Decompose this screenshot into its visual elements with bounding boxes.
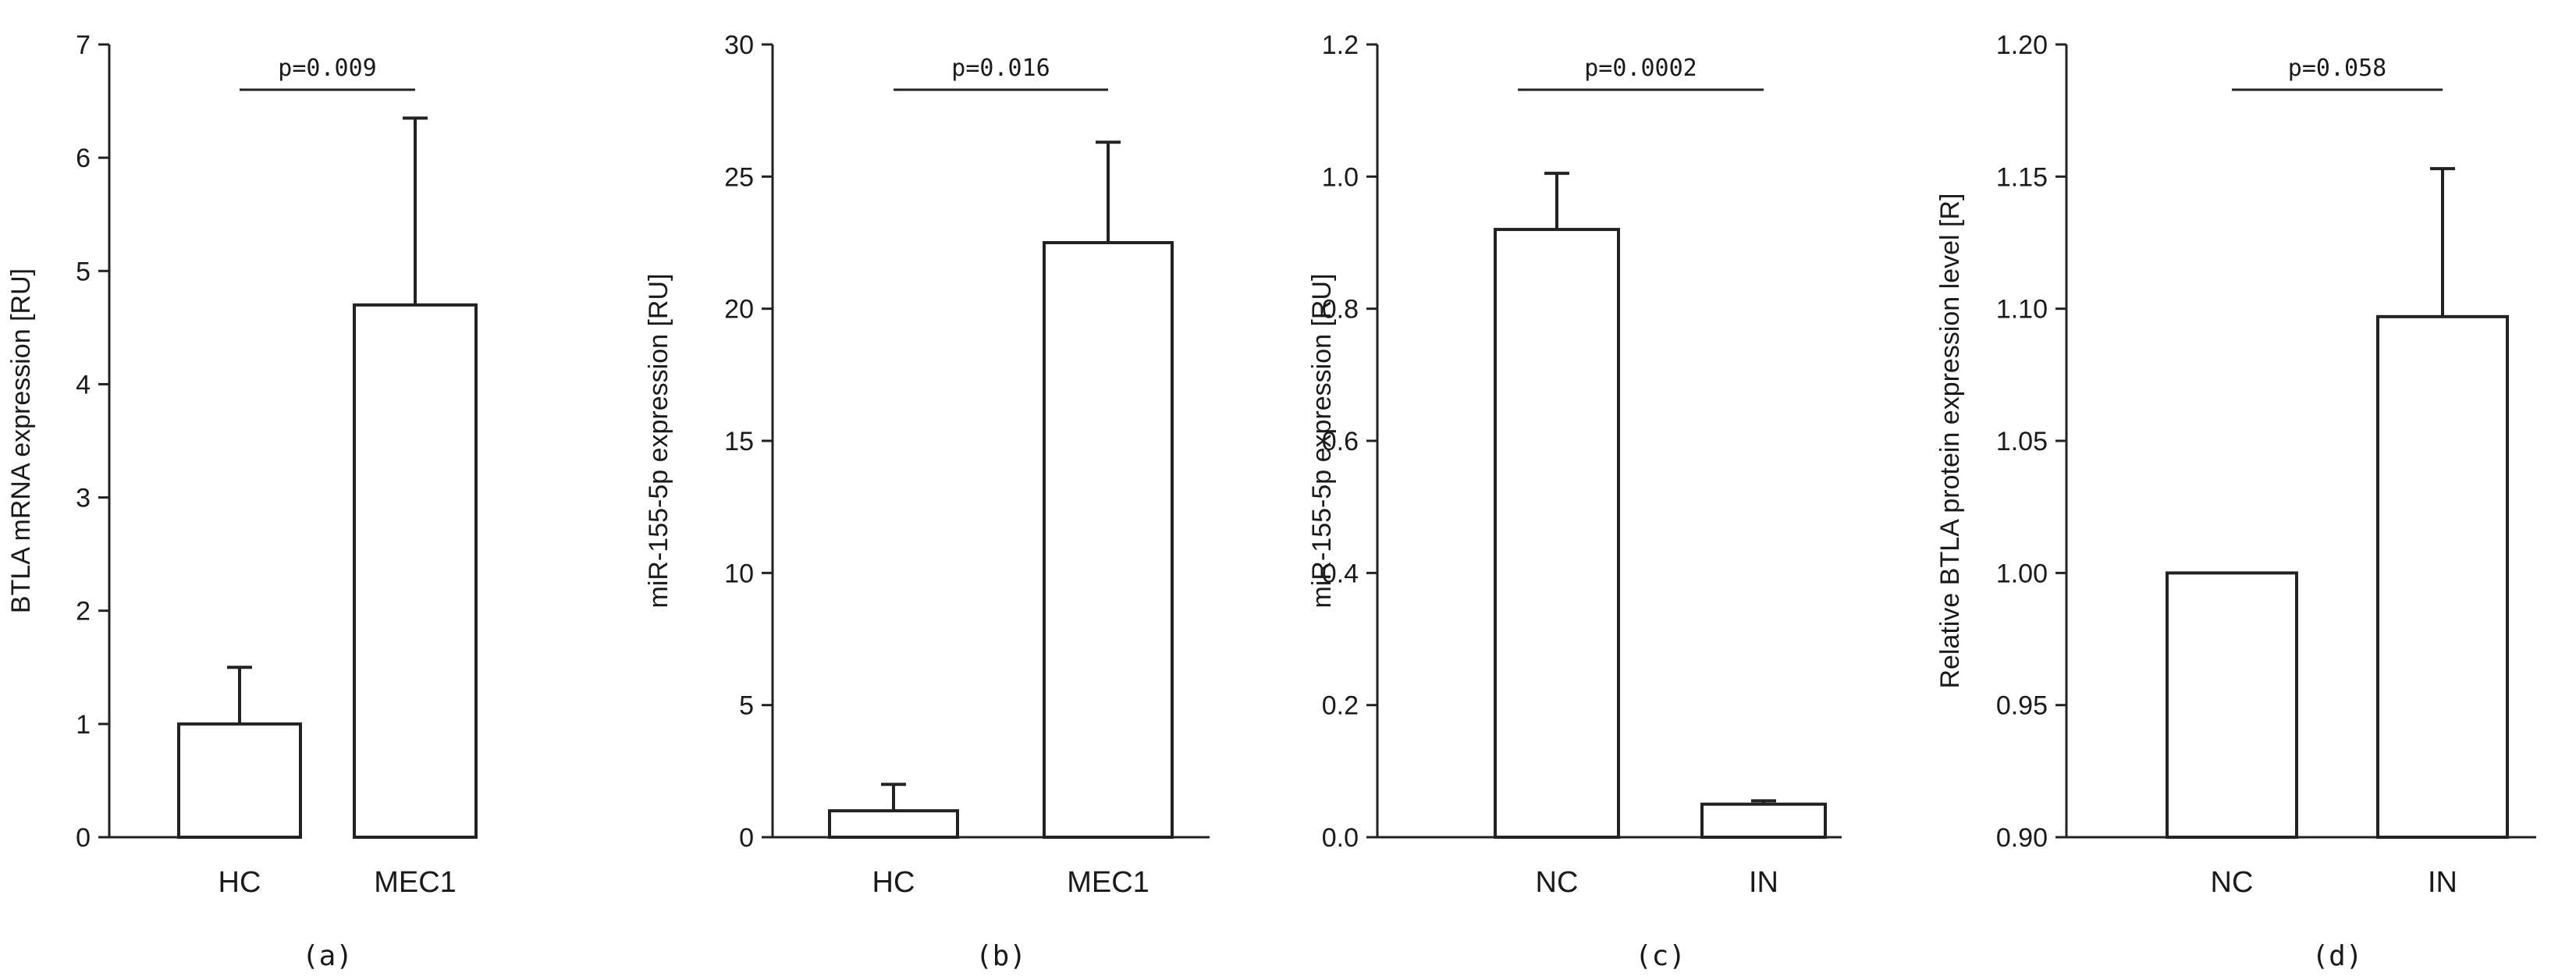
y-tick-label: 20 bbox=[724, 295, 754, 325]
y-tick-label: 1.05 bbox=[1996, 427, 2048, 456]
panel-label: (c) bbox=[1635, 940, 1686, 972]
category-label: NC bbox=[2211, 866, 2254, 899]
y-tick-label: 0 bbox=[739, 823, 754, 853]
bar-in bbox=[1700, 802, 1827, 839]
y-tick-label: 4 bbox=[76, 370, 91, 399]
y-tick-label: 15 bbox=[724, 427, 754, 456]
p-value-label: p=0.016 bbox=[951, 55, 1050, 82]
y-tick-label: 5 bbox=[739, 691, 754, 721]
y-tick-label: 0 bbox=[76, 823, 91, 853]
y-tick-label: 6 bbox=[76, 144, 91, 173]
y-tick-label: 1.0 bbox=[1322, 162, 1359, 192]
category-label: HC bbox=[872, 866, 915, 899]
p-value-label: p=0.009 bbox=[278, 55, 376, 82]
category-label: IN bbox=[1749, 866, 1778, 899]
y-tick-label: 0.8 bbox=[1322, 295, 1359, 325]
chart-panel-2: 0 5 10 15 20 25 30 miR-155-5p expression [RU] HC… bbox=[644, 30, 1210, 972]
y-tick-label: 30 bbox=[724, 30, 754, 60]
category-label: IN bbox=[2428, 866, 2457, 899]
y-tick-label: 2 bbox=[76, 597, 91, 627]
panel-label: (b) bbox=[975, 940, 1026, 972]
bar-in bbox=[2376, 314, 2509, 839]
bar-hc bbox=[177, 722, 302, 839]
bar-hc bbox=[828, 809, 959, 839]
y-tick-label: 1.20 bbox=[1996, 30, 2048, 60]
p-value-label: p=0.0002 bbox=[1584, 55, 1697, 82]
p-value-label: p=0.058 bbox=[2288, 55, 2386, 82]
y-tick-label: 0.2 bbox=[1322, 691, 1359, 721]
y-tick-label: 7 bbox=[76, 30, 91, 60]
y-tick-label: 5 bbox=[76, 257, 91, 286]
y-tick-label: 1.00 bbox=[1996, 559, 2048, 588]
y-tick-label: 0.4 bbox=[1322, 559, 1359, 588]
y-axis-title: miR-155-5p expression [RU] bbox=[1307, 274, 1337, 609]
y-tick-label: 25 bbox=[724, 162, 754, 192]
y-tick-label: 10 bbox=[724, 559, 754, 588]
bar-nc bbox=[1494, 228, 1620, 840]
y-tick-label: 1.15 bbox=[1996, 162, 2048, 192]
category-label: NC bbox=[1536, 866, 1579, 899]
y-tick-label: 3 bbox=[76, 484, 91, 513]
bar-nc bbox=[2166, 571, 2298, 839]
y-tick-label: 0.0 bbox=[1322, 823, 1359, 853]
y-tick-label: 0.95 bbox=[1996, 691, 2048, 721]
chart-panel-1: 0 1 2 3 4 5 6 7 BTLA mRNA expression [RU] HC MEC1 p… bbox=[6, 30, 478, 972]
y-tick-label: 1 bbox=[76, 710, 91, 740]
y-axis-title: miR-155-5p expression [RU] bbox=[644, 274, 673, 609]
chart-panel-3: 0.0 0.2 0.4 0.6 0.8 1.0 1.2 miR-155-5p expressi… bbox=[1307, 30, 1842, 972]
panel-label: (d) bbox=[2311, 940, 2362, 972]
panel-label: (a) bbox=[302, 940, 353, 972]
category-label: HC bbox=[219, 866, 261, 899]
y-tick-label: 0.90 bbox=[1996, 823, 2048, 853]
y-axis-title: Relative BTLA protein expression level [… bbox=[1935, 194, 1965, 689]
bar-mec1 bbox=[1043, 241, 1174, 839]
y-tick-label: 1.2 bbox=[1322, 30, 1359, 60]
y-tick-label: 0.6 bbox=[1322, 427, 1359, 456]
y-tick-label: 1.10 bbox=[1996, 295, 2048, 325]
y-axis-title: BTLA mRNA expression [RU] bbox=[6, 268, 36, 613]
chart-panel-4: 0.90 0.95 1.00 1.05 1.10 1.15 1.20 Relative BTL… bbox=[1935, 30, 2536, 972]
category-label: MEC1 bbox=[374, 866, 457, 899]
category-label: MEC1 bbox=[1067, 866, 1149, 899]
bar-mec1 bbox=[353, 303, 478, 840]
